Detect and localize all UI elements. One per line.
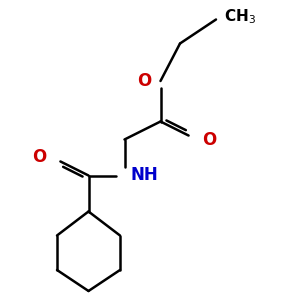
Text: O: O <box>137 72 152 90</box>
Text: NH: NH <box>130 167 158 184</box>
Text: O: O <box>32 148 46 166</box>
Text: O: O <box>202 131 217 149</box>
Text: CH$_3$: CH$_3$ <box>224 7 256 26</box>
